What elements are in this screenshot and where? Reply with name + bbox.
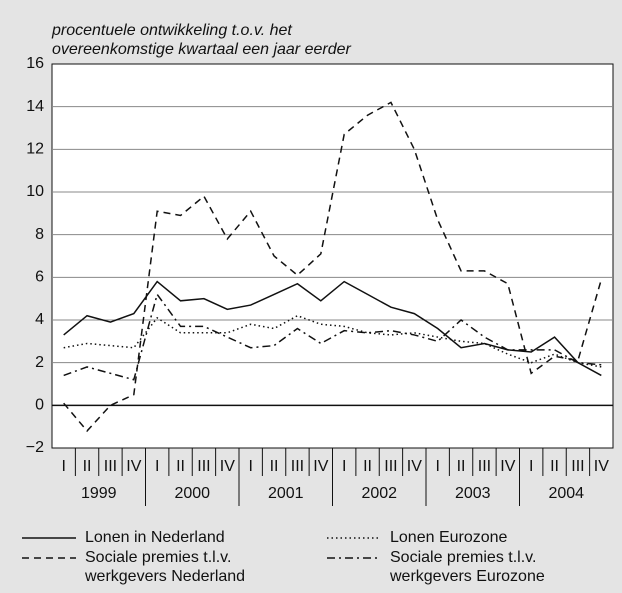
legend-label: Lonen Eurozone: [390, 529, 508, 546]
x-tick-label: IV: [313, 458, 328, 475]
year-label: 2003: [455, 485, 491, 502]
x-tick-label: III: [291, 458, 304, 475]
legend-label: Sociale premies t.l.v. werkgevers Nederl…: [85, 549, 246, 585]
x-tick-label: II: [270, 458, 279, 475]
y-tick-label: 10: [26, 183, 44, 200]
y-tick-label: 2: [35, 354, 44, 371]
x-tick-label: II: [363, 458, 372, 475]
x-tick-label: I: [342, 458, 346, 475]
series-line: [63, 101, 603, 433]
x-tick-label: I: [529, 458, 533, 475]
x-tick-label: III: [571, 458, 584, 475]
y-axis-label: overeenkomstige kwartaal een jaar eerder: [52, 41, 352, 58]
legend-swatch: [22, 557, 76, 559]
y-tick-label: 16: [26, 55, 44, 72]
y-tick-label: 8: [35, 226, 44, 243]
x-tick-label: II: [83, 458, 92, 475]
legend-swatch: [22, 537, 76, 539]
x-tick-label: I: [435, 458, 439, 475]
y-tick-label: −2: [26, 439, 44, 456]
chart: procentuele ontwikkeling t.o.v. het over…: [26, 22, 614, 506]
y-tick-label: 0: [35, 397, 44, 414]
x-tick-label: III: [384, 458, 397, 475]
x-tick-label: IV: [126, 458, 141, 475]
x-tick-label: II: [550, 458, 559, 475]
x-tick-label: I: [61, 458, 65, 475]
year-label: 1999: [81, 485, 117, 502]
x-tick-label: II: [176, 458, 185, 475]
year-label: 2000: [174, 485, 210, 502]
y-tick-label: 12: [26, 141, 44, 158]
year-label: 2001: [268, 485, 304, 502]
legend-label: Lonen in Nederland: [85, 529, 225, 546]
x-tick-label: I: [155, 458, 159, 475]
x-tick-label: III: [104, 458, 117, 475]
x-tick-label: I: [248, 458, 252, 475]
plot-area: [51, 63, 614, 449]
x-tick-label: IV: [500, 458, 515, 475]
legend-swatch: [327, 557, 381, 559]
x-tick-label: IV: [594, 458, 609, 475]
legend-swatch: [327, 537, 381, 539]
y-axis-label: procentuele ontwikkeling t.o.v. het: [51, 22, 292, 39]
legend-label: Sociale premies t.l.v. werkgevers Eurozo…: [390, 549, 545, 585]
year-label: 2004: [548, 485, 584, 502]
series-line: [63, 292, 602, 381]
x-tick-label: IV: [220, 458, 235, 475]
x-tick-label: IV: [407, 458, 422, 475]
x-tick-label: III: [197, 458, 210, 475]
y-tick-label: 6: [35, 269, 44, 286]
y-tick-label: 14: [26, 98, 44, 115]
series-line: [63, 280, 602, 377]
year-label: 2002: [361, 485, 397, 502]
y-tick-label: 4: [35, 311, 44, 328]
x-tick-label: III: [478, 458, 491, 475]
x-tick-label: II: [457, 458, 466, 475]
